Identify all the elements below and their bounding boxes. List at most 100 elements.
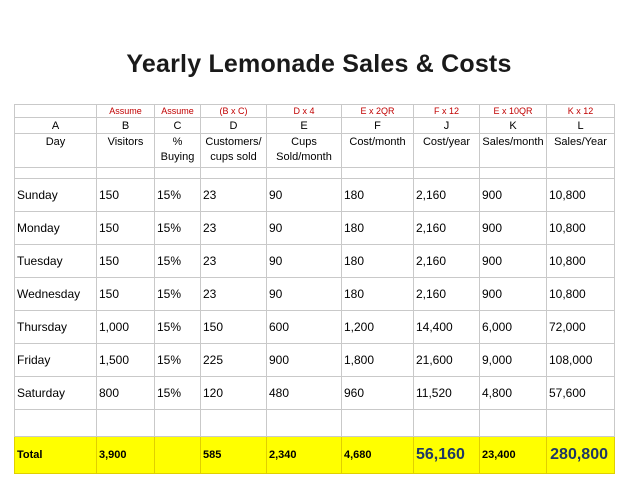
empty-cell — [341, 167, 414, 179]
day-cell: Sunday — [14, 178, 97, 212]
sales-month-cell: 900 — [479, 244, 547, 278]
formula-cell-f: E x 2QR — [341, 104, 414, 118]
header-sales-year: Sales/Year — [546, 133, 615, 168]
empty-cell — [14, 409, 97, 437]
column-letter: A — [14, 117, 97, 134]
table-row-friday: Friday 1,500 15% 225 900 1,800 21,600 9,… — [14, 343, 615, 377]
column-letter: L — [546, 117, 615, 134]
formula-cell-a — [14, 104, 97, 118]
percent-buying-cell: 15% — [154, 277, 201, 311]
customers-cell: 23 — [200, 178, 267, 212]
visitors-cell: 800 — [96, 376, 155, 410]
cost-year-cell: 2,160 — [413, 277, 480, 311]
table-row-wednesday: Wednesday 150 15% 23 90 180 2,160 900 10… — [14, 277, 615, 311]
cost-year-cell: 2,160 — [413, 211, 480, 245]
formula-cell-k: E x 10QR — [479, 104, 547, 118]
cost-month-cell: 1,200 — [341, 310, 414, 344]
customers-cell: 225 — [200, 343, 267, 377]
total-cost-year: 56,160 — [413, 436, 480, 474]
sales-year-cell: 57,600 — [546, 376, 615, 410]
total-sales-year: 280,800 — [546, 436, 615, 474]
empty-cell — [200, 409, 267, 437]
empty-cell — [546, 409, 615, 437]
sales-month-cell: 4,800 — [479, 376, 547, 410]
spacer-row — [14, 167, 615, 179]
percent-buying-cell: 15% — [154, 310, 201, 344]
cups-month-cell: 90 — [266, 211, 342, 245]
column-letter: C — [154, 117, 201, 134]
table-row-saturday: Saturday 800 15% 120 480 960 11,520 4,80… — [14, 376, 615, 410]
day-cell: Monday — [14, 211, 97, 245]
cost-year-cell: 2,160 — [413, 178, 480, 212]
cups-month-cell: 90 — [266, 178, 342, 212]
day-cell: Saturday — [14, 376, 97, 410]
header-percent-buying: % Buying — [154, 133, 201, 168]
cups-month-cell: 900 — [266, 343, 342, 377]
visitors-cell: 150 — [96, 178, 155, 212]
customers-cell: 150 — [200, 310, 267, 344]
visitors-cell: 1,500 — [96, 343, 155, 377]
empty-cell — [479, 167, 547, 179]
header-sales-month: Sales/month — [479, 133, 547, 168]
table-row-monday: Monday 150 15% 23 90 180 2,160 900 10,80… — [14, 211, 615, 245]
cost-month-cell: 180 — [341, 211, 414, 245]
cost-year-cell: 2,160 — [413, 244, 480, 278]
formula-cell-c: Assume — [154, 104, 201, 118]
header-day: Day — [14, 133, 97, 168]
cost-year-cell: 21,600 — [413, 343, 480, 377]
cost-month-cell: 960 — [341, 376, 414, 410]
lemonade-table: Assume Assume (B x C) D x 4 E x 2QR F x … — [14, 104, 615, 474]
empty-cell — [479, 409, 547, 437]
sales-month-cell: 900 — [479, 211, 547, 245]
formula-cell-b: Assume — [96, 104, 155, 118]
day-cell: Friday — [14, 343, 97, 377]
sales-month-cell: 900 — [479, 277, 547, 311]
day-cell: Tuesday — [14, 244, 97, 278]
customers-cell: 23 — [200, 277, 267, 311]
total-label: Total — [14, 436, 97, 474]
empty-cell — [96, 409, 155, 437]
total-sales-month: 23,400 — [479, 436, 547, 474]
empty-cell — [266, 167, 342, 179]
customers-cell: 23 — [200, 244, 267, 278]
total-cups-month: 2,340 — [266, 436, 342, 474]
cost-year-cell: 14,400 — [413, 310, 480, 344]
header-cost-year: Cost/year — [413, 133, 480, 168]
formula-cell-d: (B x C) — [200, 104, 267, 118]
percent-buying-cell: 15% — [154, 244, 201, 278]
customers-cell: 120 — [200, 376, 267, 410]
sales-year-cell: 108,000 — [546, 343, 615, 377]
column-letter: K — [479, 117, 547, 134]
header-cups-sold-month: Cups Sold/month — [266, 133, 342, 168]
empty-cell — [341, 409, 414, 437]
table-row-sunday: Sunday 150 15% 23 90 180 2,160 900 10,80… — [14, 178, 615, 212]
header-visitors: Visitors — [96, 133, 155, 168]
formula-cell-e: D x 4 — [266, 104, 342, 118]
sales-year-cell: 10,800 — [546, 244, 615, 278]
cost-month-cell: 180 — [341, 178, 414, 212]
column-letter: B — [96, 117, 155, 134]
empty-cell — [266, 409, 342, 437]
empty-cell — [96, 167, 155, 179]
sales-year-cell: 72,000 — [546, 310, 615, 344]
percent-buying-cell: 15% — [154, 376, 201, 410]
cost-month-cell: 1,800 — [341, 343, 414, 377]
cups-month-cell: 90 — [266, 244, 342, 278]
formula-row: Assume Assume (B x C) D x 4 E x 2QR F x … — [14, 104, 615, 118]
empty-cell — [154, 409, 201, 437]
column-letter: E — [266, 117, 342, 134]
visitors-cell: 150 — [96, 277, 155, 311]
header-row: Day Visitors % Buying Customers/ cups so… — [14, 133, 615, 168]
visitors-cell: 1,000 — [96, 310, 155, 344]
day-cell: Wednesday — [14, 277, 97, 311]
table-row-thursday: Thursday 1,000 15% 150 600 1,200 14,400 … — [14, 310, 615, 344]
sales-year-cell: 10,800 — [546, 178, 615, 212]
cost-month-cell: 180 — [341, 277, 414, 311]
empty-cell — [546, 167, 615, 179]
cups-month-cell: 480 — [266, 376, 342, 410]
spacer-row — [14, 409, 615, 437]
empty-cell — [413, 409, 480, 437]
page-title: Yearly Lemonade Sales & Costs — [126, 50, 512, 78]
column-letter: D — [200, 117, 267, 134]
percent-buying-cell: 15% — [154, 178, 201, 212]
